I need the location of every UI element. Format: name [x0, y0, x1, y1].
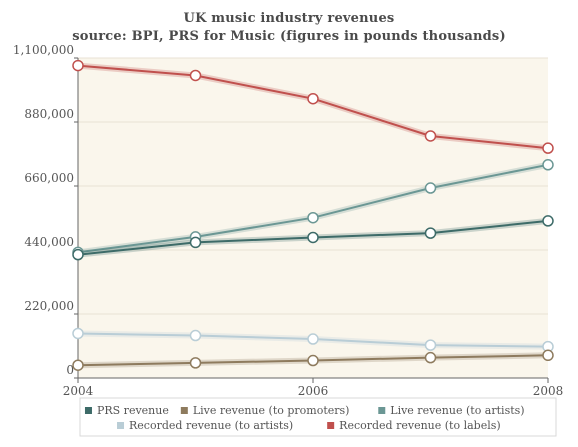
legend-item[interactable]: Live revenue (to artists)	[378, 404, 525, 417]
data-point[interactable]	[307, 92, 319, 105]
data-point[interactable]	[72, 327, 84, 340]
chart-title: UK music industry revenues	[183, 11, 395, 26]
x-tick-label: 2008	[533, 384, 564, 398]
legend-box	[79, 397, 557, 437]
legend-item[interactable]: Recorded revenue (to labels)	[327, 419, 501, 432]
legend-label: PRS revenue	[97, 404, 169, 417]
data-point[interactable]	[424, 339, 437, 351]
data-point[interactable]	[72, 248, 84, 261]
legend-swatch	[327, 422, 335, 429]
y-tick-label: 0	[66, 363, 74, 377]
legend-swatch	[180, 407, 188, 414]
series-group	[72, 59, 554, 371]
data-point[interactable]	[542, 142, 554, 154]
chart-subtitle: source: BPI, PRS for Music (figures in p…	[72, 29, 506, 44]
y-axis-ticks: 0 220,000 440,000 660,000 880,000 1,100,000	[13, 43, 78, 379]
data-point[interactable]	[542, 159, 554, 171]
legend-label: Recorded revenue (to labels)	[339, 419, 501, 432]
x-axis-ticks: 2004 2006 2008	[63, 378, 564, 398]
data-point[interactable]	[189, 236, 202, 249]
legend-item[interactable]: Recorded revenue (to artists)	[117, 419, 293, 432]
legend-swatch	[84, 407, 92, 414]
series-4	[72, 59, 554, 154]
legend-label: Recorded revenue (to artists)	[129, 419, 293, 432]
data-point[interactable]	[189, 69, 202, 82]
legend-swatch	[378, 407, 386, 414]
data-point[interactable]	[424, 182, 437, 194]
series-0	[72, 215, 554, 261]
data-point[interactable]	[424, 130, 437, 142]
y-tick-label: 440,000	[24, 235, 74, 249]
y-tick-label: 1,100,000	[13, 43, 74, 57]
data-point[interactable]	[189, 329, 202, 342]
y-tick-label: 880,000	[24, 107, 74, 121]
x-tick-label: 2006	[298, 384, 329, 398]
data-point[interactable]	[424, 227, 437, 239]
data-point[interactable]	[189, 357, 202, 369]
data-point[interactable]	[542, 349, 554, 362]
legend-item[interactable]: PRS revenue	[84, 404, 169, 417]
series-3	[72, 327, 554, 353]
legend-label: Live revenue (to promoters)	[193, 404, 350, 417]
y-tick-label: 660,000	[24, 171, 74, 185]
data-point[interactable]	[424, 351, 437, 364]
data-point[interactable]	[72, 359, 84, 371]
data-point[interactable]	[307, 354, 319, 367]
data-point[interactable]	[307, 333, 319, 345]
legend: PRS revenue Live revenue (to promoters) Li…	[79, 397, 557, 437]
legend-swatch	[117, 422, 125, 429]
data-point[interactable]	[307, 231, 319, 244]
legend-label: Live revenue (to artists)	[390, 404, 524, 417]
x-tick-label: 2004	[63, 384, 94, 398]
data-point[interactable]	[542, 215, 554, 227]
series-1	[72, 349, 554, 371]
y-tick-label: 220,000	[24, 299, 74, 313]
data-point[interactable]	[72, 59, 84, 72]
chart-titles: UK music industry revenues source: BPI, …	[0, 10, 578, 46]
data-point[interactable]	[307, 211, 319, 224]
legend-item[interactable]: Live revenue (to promoters)	[180, 404, 350, 417]
